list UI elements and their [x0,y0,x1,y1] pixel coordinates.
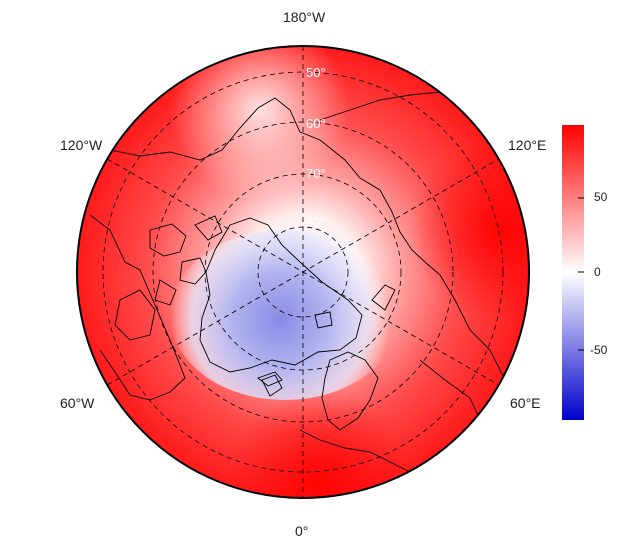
scandinavia-coast [321,351,379,431]
siberia-coast [299,131,441,276]
map-boundary [76,45,530,499]
lat-label-50: 50° [306,65,326,80]
greenland-coast [199,217,363,373]
alaska-coast [109,97,301,161]
colorbar [562,125,584,420]
colorbar-tick-50: 50 [594,190,608,204]
lon-label-120e: 120°E [508,137,547,153]
anomaly-field [77,46,529,498]
hudson-bay-coast [114,289,156,341]
novaya-zemlya-coast [371,284,396,311]
svalbard-coast [314,311,333,329]
north-america-coast [89,214,186,401]
lat-label-60: 60° [306,116,326,131]
lon-label-120w: 120°W [60,137,103,153]
colorbar-tick-0: 0 [594,265,601,279]
asia-border-2 [419,359,481,421]
iceland-coast [257,371,283,387]
colorbar-tick-neg50: -50 [590,343,608,357]
lon-label-60e: 60°E [510,395,541,411]
lat-circle-50 [102,71,504,473]
meridian-60w-120e [107,158,499,386]
asia-border [439,274,506,381]
lon-label-180w: 180°W [283,9,326,25]
lon-label-60w: 60°W [60,395,95,411]
graticule [102,46,504,498]
lat-label-70: 70° [306,166,326,181]
colorbar-ticks [578,197,584,351]
canada-islands-coast [149,215,223,306]
uk-coast [261,374,283,397]
lat-label-80: 80° [306,214,326,229]
lon-label-0: 0° [295,523,309,539]
